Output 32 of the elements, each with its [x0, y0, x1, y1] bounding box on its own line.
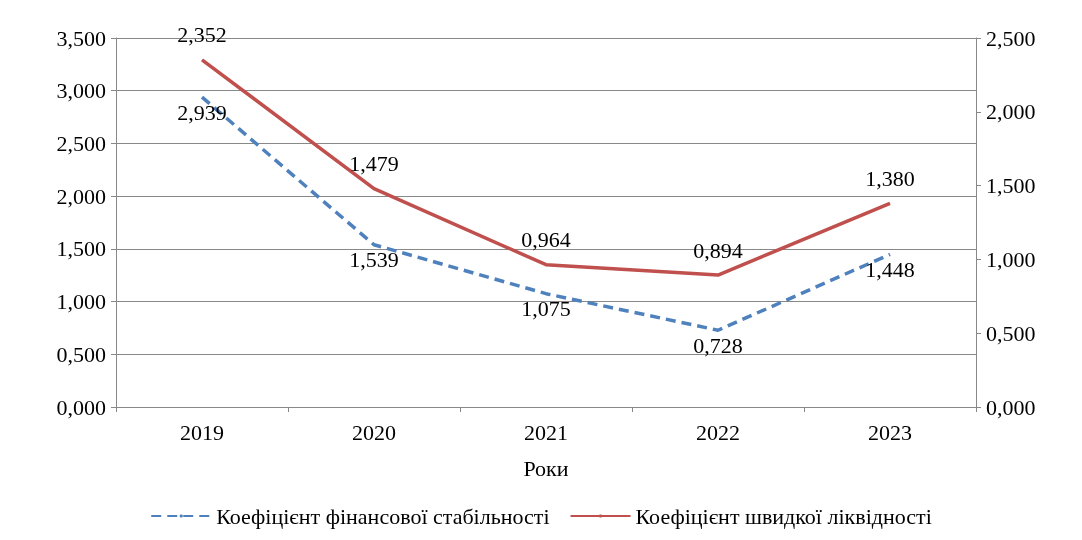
y-tick-label: 2,000	[56, 183, 106, 209]
data-label: 2,352	[177, 22, 227, 48]
x-tick-label: 2021	[524, 419, 568, 445]
data-label: 1,075	[521, 296, 571, 322]
data-label: 0,964	[521, 227, 571, 253]
x-axis-title: Роки	[523, 455, 569, 481]
y-tick-label: 1,000	[56, 289, 106, 315]
legend-label: Коефіцієнт фінансової стабільності	[216, 503, 550, 529]
y-tick-label: 1,500	[56, 236, 106, 262]
y-tick-label: 3,000	[56, 78, 106, 104]
legend-label: Коефіцієнт швидкої ліквідності	[635, 503, 932, 529]
data-label: 2,939	[177, 99, 227, 125]
data-label: 1,380	[865, 165, 915, 191]
y2-tick-label: 2,000	[986, 99, 1036, 125]
data-label: 1,539	[349, 247, 399, 273]
y-tick-label: 2,500	[56, 130, 106, 156]
data-label: 0,728	[693, 332, 743, 358]
x-tick-label: 2022	[696, 419, 740, 445]
x-tick-label: 2020	[352, 419, 396, 445]
y2-tick-label: 1,000	[986, 246, 1036, 272]
data-label: 1,479	[349, 151, 399, 177]
data-label: 0,894	[693, 237, 743, 263]
x-tick-label: 2019	[180, 419, 224, 445]
y2-tick-label: 2,500	[986, 25, 1036, 51]
y2-tick-label: 1,500	[986, 173, 1036, 199]
y-tick-label: 3,500	[56, 25, 106, 51]
y-tick-label: 0,000	[56, 394, 106, 420]
y2-tick-label: 0,500	[986, 320, 1036, 346]
data-label: 1,448	[865, 256, 915, 282]
y2-tick-label: 0,000	[986, 394, 1036, 420]
x-tick-label: 2023	[868, 419, 912, 445]
y-tick-label: 0,500	[56, 341, 106, 367]
